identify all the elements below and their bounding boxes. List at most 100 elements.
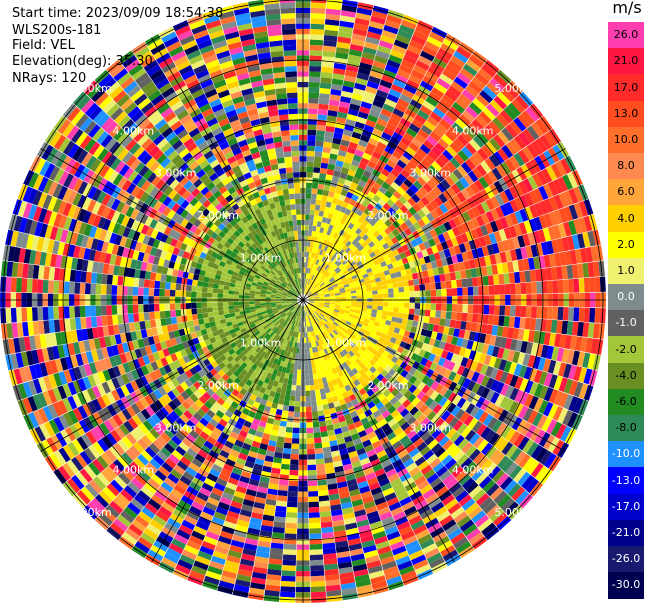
velocity-gate [331, 83, 343, 91]
velocity-gate [512, 236, 521, 249]
velocity-gate [328, 207, 336, 215]
velocity-gate [456, 72, 472, 85]
velocity-gate [305, 289, 308, 295]
velocity-gate [490, 208, 500, 221]
velocity-gate [308, 92, 320, 99]
velocity-gate [413, 278, 420, 286]
velocity-gate [311, 193, 317, 200]
velocity-gate [306, 443, 315, 450]
velocity-gate [325, 8, 341, 16]
velocity-gate [361, 199, 370, 208]
velocity-gate [531, 281, 537, 294]
velocity-gate [397, 29, 413, 40]
velocity-gate [310, 280, 314, 286]
velocity-gate [375, 281, 382, 287]
velocity-gate [361, 241, 368, 248]
velocity-gate [423, 240, 431, 249]
velocity-gate [341, 90, 353, 99]
velocity-gate [445, 311, 452, 320]
velocity-gate [306, 427, 314, 434]
velocity-gate [345, 233, 352, 241]
velocity-gate [457, 287, 463, 296]
velocity-gate [515, 95, 530, 110]
velocity-gate [422, 45, 438, 57]
velocity-gate [447, 197, 458, 209]
velocity-gate [337, 31, 353, 39]
velocity-gate [362, 273, 369, 279]
velocity-gate [243, 301, 250, 305]
velocity-gate [450, 236, 459, 247]
velocity-gate [395, 271, 402, 278]
velocity-gate [400, 59, 415, 70]
velocity-gate [334, 187, 343, 195]
velocity-gate [410, 156, 421, 167]
velocity-gate [307, 124, 317, 131]
velocity-gate [476, 164, 488, 177]
velocity-gate [347, 222, 355, 230]
velocity-gate [317, 290, 324, 294]
velocity-gate [386, 14, 403, 25]
velocity-gate [319, 500, 330, 507]
velocity-gate [322, 50, 336, 58]
velocity-gate [507, 238, 516, 251]
velocity-gate [466, 277, 473, 287]
velocity-gate [305, 401, 312, 407]
velocity-gate [318, 103, 329, 110]
velocity-gate [419, 143, 431, 155]
velocity-gate [283, 543, 297, 550]
velocity-gate [312, 263, 316, 270]
velocity-gate [400, 19, 417, 30]
velocity-gate [367, 160, 377, 169]
velocity-gate [468, 54, 484, 68]
velocity-gate [336, 279, 342, 284]
velocity-gate [282, 453, 291, 460]
velocity-gate [342, 129, 353, 137]
velocity-gate [333, 220, 340, 228]
velocity-gate [305, 262, 308, 268]
velocity-gate [308, 363, 313, 370]
velocity-gate [481, 64, 497, 78]
velocity-gate [349, 103, 361, 112]
velocity-gate [504, 305, 511, 317]
velocity-gate [306, 172, 313, 178]
velocity-gate [456, 224, 466, 235]
velocity-gate [450, 81, 465, 94]
velocity-gate [553, 209, 563, 225]
velocity-gate [393, 164, 404, 174]
velocity-gate [388, 223, 397, 232]
velocity-gate [328, 191, 335, 198]
velocity-gate [314, 284, 319, 289]
velocity-gate [368, 241, 376, 248]
velocity-gate [482, 275, 489, 286]
velocity-gate [336, 247, 343, 254]
velocity-gate [371, 206, 380, 215]
velocity-gate [310, 287, 315, 292]
velocity-gate [422, 270, 429, 278]
velocity-gate [347, 279, 354, 284]
velocity-gate [276, 495, 288, 502]
velocity-gate [321, 216, 328, 224]
velocity-gate [317, 254, 322, 261]
velocity-gate [421, 215, 431, 225]
velocity-gate [493, 73, 508, 88]
velocity-gate [308, 220, 314, 226]
velocity-gate [329, 290, 335, 294]
velocity-gate [417, 218, 426, 228]
velocity-gate [356, 167, 365, 175]
velocity-gate [465, 85, 479, 98]
velocity-gate [368, 233, 377, 241]
velocity-gate [371, 286, 378, 291]
velocity-gate [308, 295, 314, 298]
velocity-gate [308, 87, 320, 94]
velocity-gate [303, 288, 305, 295]
velocity-gate [394, 74, 409, 84]
velocity-gate [310, 7, 326, 14]
velocity-gate [499, 109, 514, 124]
velocity-gate [340, 95, 352, 104]
velocity-gate [541, 168, 553, 183]
velocity-gate [497, 130, 510, 145]
velocity-gate [503, 106, 518, 121]
velocity-gate [385, 258, 392, 266]
velocity-gate [307, 257, 311, 263]
velocity-gate [507, 102, 522, 117]
